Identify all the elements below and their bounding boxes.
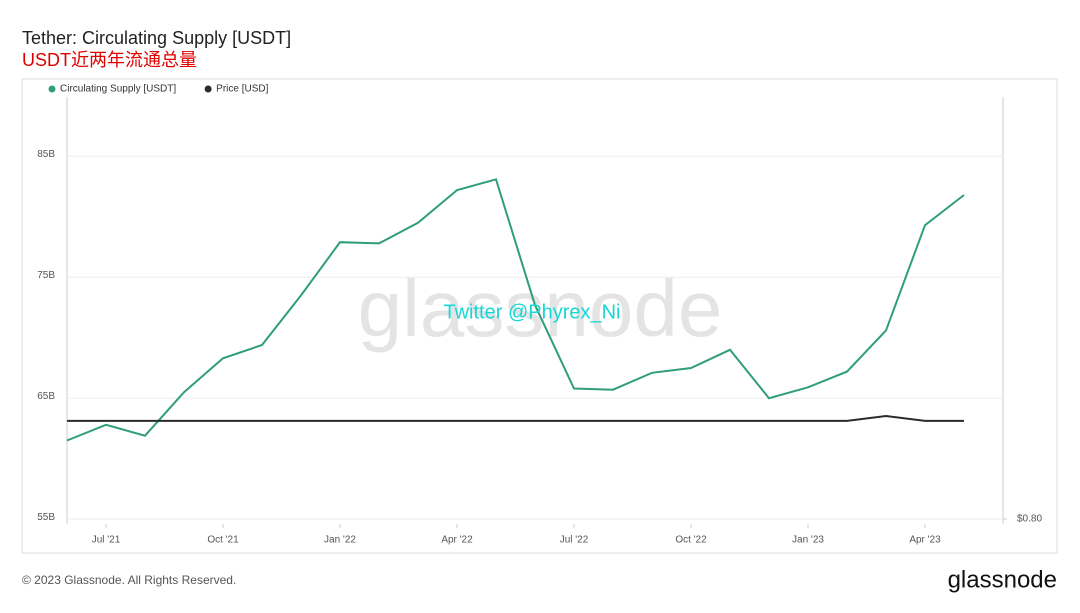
x-tick-label: Jul '21 bbox=[92, 535, 121, 546]
chart-subtitle: USDT近两年流通总量 bbox=[22, 50, 197, 70]
watermark: glassnode bbox=[358, 264, 723, 353]
y-tick-label: 85B bbox=[37, 149, 55, 160]
x-tick-label: Apr '23 bbox=[909, 535, 941, 546]
x-tick-label: Apr '22 bbox=[441, 535, 473, 546]
legend-label: Price [USD] bbox=[216, 84, 268, 95]
chart-frame bbox=[21, 78, 1058, 554]
y-tick-label: 55B bbox=[37, 512, 55, 523]
x-tick-label: Oct '22 bbox=[675, 535, 707, 546]
y2-tick-label: $0.80 bbox=[1017, 514, 1042, 525]
legend-label: Circulating Supply [USDT] bbox=[60, 84, 176, 95]
logo: glassnode bbox=[948, 566, 1057, 593]
y-tick-label: 75B bbox=[37, 270, 55, 281]
x-tick-label: Jan '23 bbox=[792, 535, 824, 546]
x-tick-label: Jul '22 bbox=[560, 535, 589, 546]
series-line bbox=[66, 178, 965, 442]
x-tick-label: Oct '21 bbox=[207, 535, 239, 546]
series-line bbox=[67, 414, 964, 422]
chart-title: Tether: Circulating Supply [USDT] bbox=[22, 28, 291, 48]
legend-marker bbox=[48, 85, 56, 93]
y-tick-label: 65B bbox=[37, 391, 55, 402]
footer: © 2023 Glassnode. All Rights Reserved. bbox=[22, 573, 236, 587]
annotation: Twitter @Phyrex_Ni bbox=[443, 301, 620, 323]
legend-marker bbox=[204, 85, 212, 93]
x-tick-label: Jan '22 bbox=[324, 535, 356, 546]
